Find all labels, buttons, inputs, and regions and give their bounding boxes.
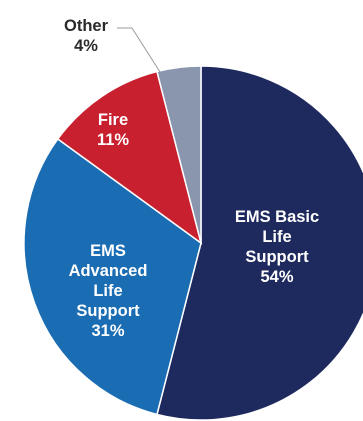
value-label: 31% — [91, 322, 124, 340]
slice-ems-basic-life-support — [156, 65, 363, 421]
pie-slices — [23, 65, 363, 421]
name-label-line: Advanced — [69, 262, 148, 280]
name-label-line: Fire — [98, 111, 128, 129]
value-label: 4% — [74, 37, 98, 55]
name-label-line: Other — [64, 17, 109, 35]
label-other: Other 4% — [64, 17, 109, 55]
value-label: 54% — [260, 268, 293, 286]
slice-ems-advanced-life-support — [23, 137, 202, 416]
value-label: 11% — [97, 131, 129, 149]
label-ems-advanced-life-support: EMS Advanced Life Support 31% — [69, 242, 148, 340]
name-label-line: Support — [76, 302, 140, 320]
label-ems-basic-life-support: EMS Basic Life Support 54% — [235, 208, 319, 286]
name-label-line: Life — [262, 228, 291, 246]
slice-other — [156, 65, 202, 244]
name-label-line: Support — [245, 248, 309, 266]
label-fire: Fire 11% — [97, 111, 129, 149]
name-label-line: EMS — [90, 242, 126, 260]
slice-fire — [56, 70, 203, 245]
slice-labels: EMS Basic Life Support 54% EMS Advanced Life Su… — [64, 17, 319, 340]
name-label-line: EMS Basic — [235, 208, 319, 226]
name-label-line: Life — [93, 282, 122, 300]
other-leader-line-diagonal — [131, 27, 161, 73]
